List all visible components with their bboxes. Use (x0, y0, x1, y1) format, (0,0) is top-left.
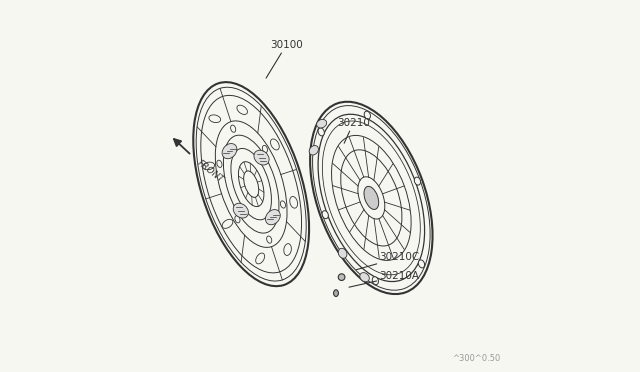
Ellipse shape (338, 274, 345, 280)
Ellipse shape (230, 125, 236, 132)
Ellipse shape (372, 277, 378, 285)
Ellipse shape (290, 196, 298, 208)
Ellipse shape (233, 203, 248, 218)
Ellipse shape (339, 248, 347, 258)
Ellipse shape (322, 211, 328, 219)
Ellipse shape (360, 273, 369, 282)
Ellipse shape (318, 128, 324, 136)
Ellipse shape (217, 160, 222, 167)
Ellipse shape (333, 290, 339, 296)
Text: ^300^0.50: ^300^0.50 (452, 354, 500, 363)
Text: 30100: 30100 (266, 40, 303, 78)
Ellipse shape (254, 150, 269, 165)
Ellipse shape (237, 105, 248, 115)
Ellipse shape (419, 260, 424, 268)
Ellipse shape (222, 219, 233, 228)
Ellipse shape (203, 162, 214, 170)
Ellipse shape (364, 111, 371, 119)
Text: 30210A: 30210A (349, 271, 420, 287)
Ellipse shape (271, 139, 279, 150)
Ellipse shape (317, 119, 326, 128)
Ellipse shape (262, 145, 268, 153)
Text: 30210C: 30210C (356, 252, 420, 270)
Ellipse shape (193, 82, 309, 286)
Text: FRONT: FRONT (195, 158, 225, 185)
Text: 30210: 30210 (337, 118, 370, 143)
Ellipse shape (266, 209, 280, 225)
Ellipse shape (310, 102, 433, 294)
Ellipse shape (267, 236, 272, 243)
Ellipse shape (256, 253, 265, 264)
Ellipse shape (414, 177, 420, 185)
Ellipse shape (364, 186, 379, 209)
Ellipse shape (235, 216, 240, 223)
Ellipse shape (222, 144, 237, 159)
Ellipse shape (284, 244, 291, 256)
Ellipse shape (309, 145, 319, 155)
Ellipse shape (280, 201, 285, 208)
Ellipse shape (209, 115, 221, 123)
